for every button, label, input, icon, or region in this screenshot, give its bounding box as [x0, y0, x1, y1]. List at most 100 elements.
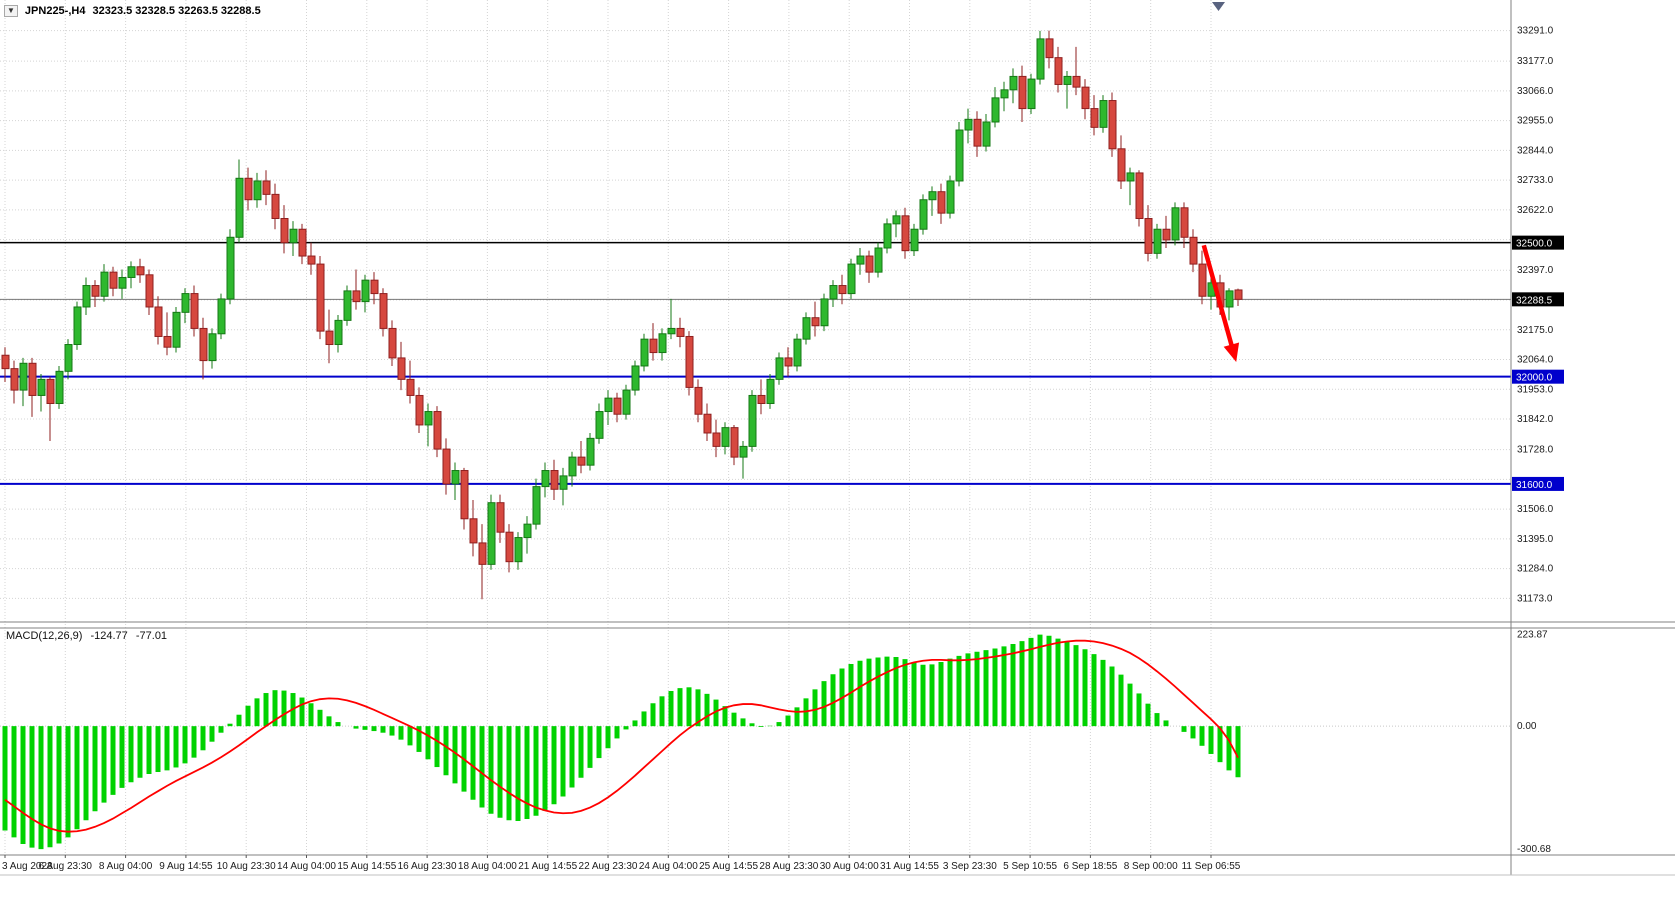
- price-box-32500.0: [1512, 235, 1564, 250]
- time-label[interactable]: 3 Sep 23:30: [943, 861, 997, 872]
- time-label[interactable]: 22 Aug 23:30: [579, 861, 638, 872]
- price-tick-label: 32844.0: [1517, 145, 1554, 156]
- price-box-label: 31600.0: [1516, 480, 1553, 491]
- time-label[interactable]: 8 Sep 00:00: [1124, 861, 1178, 872]
- candle-bear: [577, 456, 586, 466]
- price-box-31600.0: [1512, 476, 1564, 491]
- candle-bear: [676, 327, 685, 337]
- candle-bear: [478, 542, 487, 565]
- candle-bull: [883, 223, 892, 249]
- candle-bull: [541, 470, 550, 488]
- time-label[interactable]: 6 Sep 18:55: [1063, 861, 1117, 872]
- time-label[interactable]: 31 Aug 14:55: [880, 861, 939, 872]
- candle-bear: [973, 118, 982, 147]
- candle-bull: [226, 236, 235, 300]
- trend-arrow-head[interactable]: [1223, 342, 1240, 362]
- shift-marker-icon[interactable]: [1212, 2, 1225, 11]
- price-tick-label: 32955.0: [1517, 116, 1554, 127]
- candle-bear: [784, 357, 793, 367]
- time-label[interactable]: 5 Sep 10:55: [1003, 861, 1057, 872]
- macd-main-value: -124.77: [90, 630, 128, 642]
- candle-bear: [397, 357, 406, 380]
- time-label[interactable]: 8 Aug 04:00: [99, 861, 153, 872]
- chart-title-bar: ▼ JPN225-,H4 32323.5 32328.5 32263.5 322…: [4, 5, 261, 17]
- candle-bull: [604, 397, 613, 413]
- candle-bull: [775, 357, 784, 380]
- candle-bear: [352, 290, 361, 303]
- candle-bull: [568, 456, 577, 477]
- candle-bull: [919, 199, 928, 230]
- candle-bull: [1036, 38, 1045, 80]
- candle-bear: [694, 386, 703, 415]
- candle-bull: [748, 394, 757, 447]
- time-label[interactable]: 24 Aug 04:00: [639, 861, 698, 872]
- candle-bear: [1108, 100, 1117, 150]
- candle-bull: [424, 411, 433, 426]
- candle-bear: [109, 271, 118, 289]
- time-label[interactable]: 16 Aug 23:30: [398, 861, 457, 872]
- candle-bull: [955, 129, 964, 182]
- candle-bear: [865, 255, 874, 273]
- time-label[interactable]: 14 Aug 04:00: [277, 861, 336, 872]
- macd-signal-value: -77.01: [135, 630, 168, 642]
- candle-bear: [154, 306, 163, 337]
- candle-bear: [271, 193, 280, 220]
- candle-bull: [487, 502, 496, 565]
- candle-bull: [172, 311, 181, 348]
- candle-bull: [523, 523, 532, 539]
- candle-bear: [1045, 38, 1054, 59]
- candle-bear: [1072, 75, 1081, 88]
- candle-bull: [1000, 89, 1009, 99]
- candle-bull: [874, 247, 883, 273]
- candle-bull: [1099, 100, 1108, 128]
- time-label[interactable]: 3 Aug 2023: [2, 861, 53, 872]
- price-box-label: 32288.5: [1516, 295, 1553, 306]
- time-label[interactable]: 21 Aug 14:55: [518, 861, 577, 872]
- candle-bear: [10, 368, 19, 391]
- time-label[interactable]: 28 Aug 23:30: [759, 861, 818, 872]
- price-tick-label: 31506.0: [1517, 504, 1554, 515]
- price-box-label: 32500.0: [1516, 239, 1553, 250]
- candle-bull: [595, 411, 604, 439]
- candle-bear: [505, 531, 514, 563]
- trend-arrow-shaft[interactable]: [1201, 244, 1236, 351]
- candle-bear: [1090, 108, 1099, 128]
- candle-bull: [1009, 75, 1018, 91]
- candle-bear: [613, 397, 622, 415]
- candle-bull: [82, 285, 91, 308]
- candle-bull: [1153, 228, 1162, 254]
- candle-bear: [46, 378, 55, 404]
- candle-bull: [289, 228, 298, 244]
- candle-bull: [667, 327, 676, 335]
- candle-bull: [514, 537, 523, 563]
- price-tick-label: 31395.0: [1517, 534, 1554, 545]
- time-label[interactable]: 25 Aug 14:55: [699, 861, 758, 872]
- candle-bull: [208, 333, 217, 362]
- candle-bear: [838, 285, 847, 295]
- time-label[interactable]: 30 Aug 04:00: [820, 861, 879, 872]
- price-tick-label: 33291.0: [1517, 26, 1554, 37]
- candle-bull: [73, 306, 82, 346]
- time-label[interactable]: 11 Sep 06:55: [1182, 861, 1241, 872]
- price-tick-label: 32733.0: [1517, 175, 1554, 186]
- time-label[interactable]: 6 Aug 23:30: [39, 861, 93, 872]
- time-label[interactable]: 15 Aug 14:55: [337, 861, 396, 872]
- candle-bear: [28, 362, 37, 396]
- macd-scale-label: -300.68: [1517, 844, 1551, 855]
- candle-bull: [55, 370, 64, 404]
- candle-bull: [721, 427, 730, 447]
- candle-bear: [307, 255, 316, 265]
- candle-bull: [1027, 78, 1036, 110]
- symbol-dropdown-icon[interactable]: ▼: [4, 5, 18, 17]
- candle-bear: [649, 338, 658, 354]
- time-label[interactable]: 10 Aug 23:30: [217, 861, 276, 872]
- price-tick-label: 32064.0: [1517, 355, 1554, 366]
- candle-bull: [847, 263, 856, 295]
- time-label[interactable]: 18 Aug 04:00: [458, 861, 517, 872]
- time-label[interactable]: 9 Aug 14:55: [159, 861, 213, 872]
- price-box-32288.5: [1512, 292, 1564, 307]
- candle-bull: [253, 180, 262, 201]
- candle-bull: [829, 285, 838, 300]
